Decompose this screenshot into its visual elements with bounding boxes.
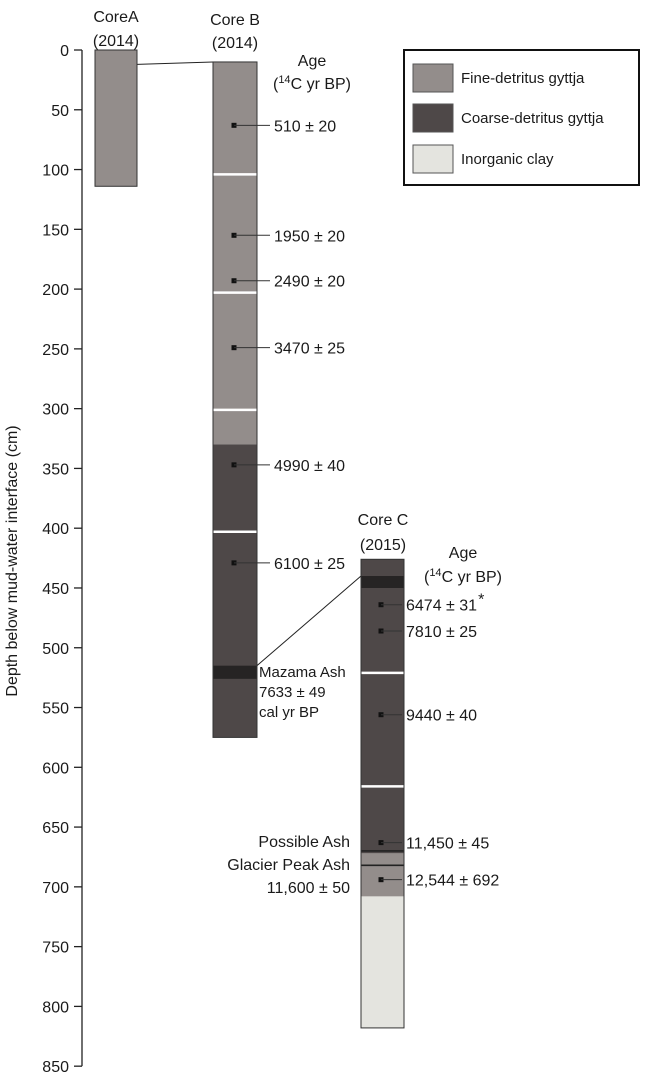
core-c-outline (360, 558, 405, 1029)
date-label: 510 ± 20 (274, 118, 336, 135)
age-unit-text: C yr BP) (442, 569, 502, 586)
axis-tick-label: 850 (42, 1059, 69, 1076)
legend-label-fine: Fine-detritus gyttja (461, 70, 585, 87)
core-c-year: (2015) (360, 537, 406, 554)
axis-tick-label: 400 (42, 521, 69, 538)
legend-swatch-clay (412, 144, 454, 174)
legend-label-coarse: Coarse-detritus gyttja (461, 110, 604, 127)
date-label: 6100 ± 25 (274, 556, 345, 573)
core-a-outline (94, 49, 138, 187)
core-b-ash-layer (213, 665, 257, 679)
core-b-unit-coarse (213, 444, 257, 738)
date-label: 3470 ± 25 (274, 341, 345, 358)
superscript-14: 14 (278, 74, 290, 86)
depth-axis: 0 50 100 150 200 250 300 350 400 450 500 550 600 650 7… (42, 43, 83, 1076)
date-label: 1950 ± 20 (274, 228, 345, 245)
core-b-age-unit: (14C yr BP) (273, 74, 351, 93)
superscript-14: 14 (429, 567, 441, 579)
core-a: CoreA (2014) (93, 9, 139, 187)
core-c-unit-coarse (361, 559, 404, 854)
date-label: 6474 ± 31 (406, 598, 477, 615)
core-c-age-unit: (14C yr BP) (424, 567, 502, 586)
axis-tick-label: 50 (51, 103, 69, 120)
axis-tick-label: 300 (42, 402, 69, 419)
axis-tick-label: 250 (42, 342, 69, 359)
mazama-ash-note: 7633 ± 49 (259, 684, 326, 701)
core-c-ash-layer (361, 576, 404, 588)
ash-note: Possible Ash (258, 834, 350, 851)
core-b-unit-fine (213, 61, 257, 445)
ash-note: 11,600 ± 50 (267, 880, 350, 897)
core-c-age-heading: Age (449, 545, 478, 562)
axis-tick-label: 750 (42, 940, 69, 957)
age-unit-text: C yr BP) (291, 76, 351, 93)
mazama-ash-note: Mazama Ash (259, 664, 346, 681)
correlation-line-b-c (256, 575, 362, 667)
date-label: 9440 ± 40 (406, 708, 477, 725)
axis-tick-label: 0 (60, 43, 69, 60)
date-label: 7810 ± 25 (406, 624, 477, 641)
axis-tick-label: 700 (42, 880, 69, 897)
core-a-unit-fine (95, 50, 137, 187)
core-correlation-lines (136, 61, 362, 667)
cores: CoreA (2014) Core B (2014) Age (14C yr BP) 510… (93, 9, 502, 1029)
date-label: 2490 ± 20 (274, 274, 345, 291)
core-b: Core B (2014) Age (14C yr BP) 510 ± 20 1950 ±… (210, 12, 351, 738)
legend-swatch-fine (412, 63, 454, 93)
legend-swatch-coarse (412, 103, 454, 133)
core-b-title: Core B (210, 12, 260, 29)
legend: Fine-detritus gyttja Coarse-detritus gytt… (403, 49, 640, 186)
legend-label-clay: Inorganic clay (461, 151, 554, 168)
axis-tick-label: 100 (42, 163, 69, 180)
axis-tick-label: 500 (42, 641, 69, 658)
date-label: 11,450 ± 45 (406, 836, 489, 853)
axis-tick-label: 200 (42, 282, 69, 299)
core-c: Core C (2015) Age (14C yr BP) 6474 ± 31 *7810… (227, 512, 502, 1029)
core-a-title: CoreA (93, 9, 139, 26)
date-label: 12,544 ± 692 (406, 873, 499, 890)
mazama-ash-note: cal yr BP (259, 704, 319, 721)
ash-note: Glacier Peak Ash (227, 857, 350, 874)
core-b-outline (212, 61, 258, 738)
core-c-unit-clay (361, 896, 404, 1028)
correlation-line-a-b (136, 61, 214, 65)
axis-tick-label: 550 (42, 701, 69, 718)
core-b-year: (2014) (212, 35, 258, 52)
date-footnote-star: * (478, 592, 484, 609)
core-a-year: (2014) (93, 33, 139, 50)
axis-tick-label: 600 (42, 760, 69, 777)
core-c-unit-fine (361, 853, 404, 897)
axis-tick-label: 350 (42, 461, 69, 478)
axis-tick-label: 650 (42, 820, 69, 837)
core-c-title: Core C (358, 512, 409, 529)
axis-tick-label: 450 (42, 581, 69, 598)
depth-axis-label: Depth below mud-water interface (cm) (4, 425, 21, 696)
axis-tick-label: 800 (42, 999, 69, 1016)
axis-tick-label: 150 (42, 222, 69, 239)
core-b-age-heading: Age (298, 53, 327, 70)
date-label: 4990 ± 40 (274, 458, 345, 475)
